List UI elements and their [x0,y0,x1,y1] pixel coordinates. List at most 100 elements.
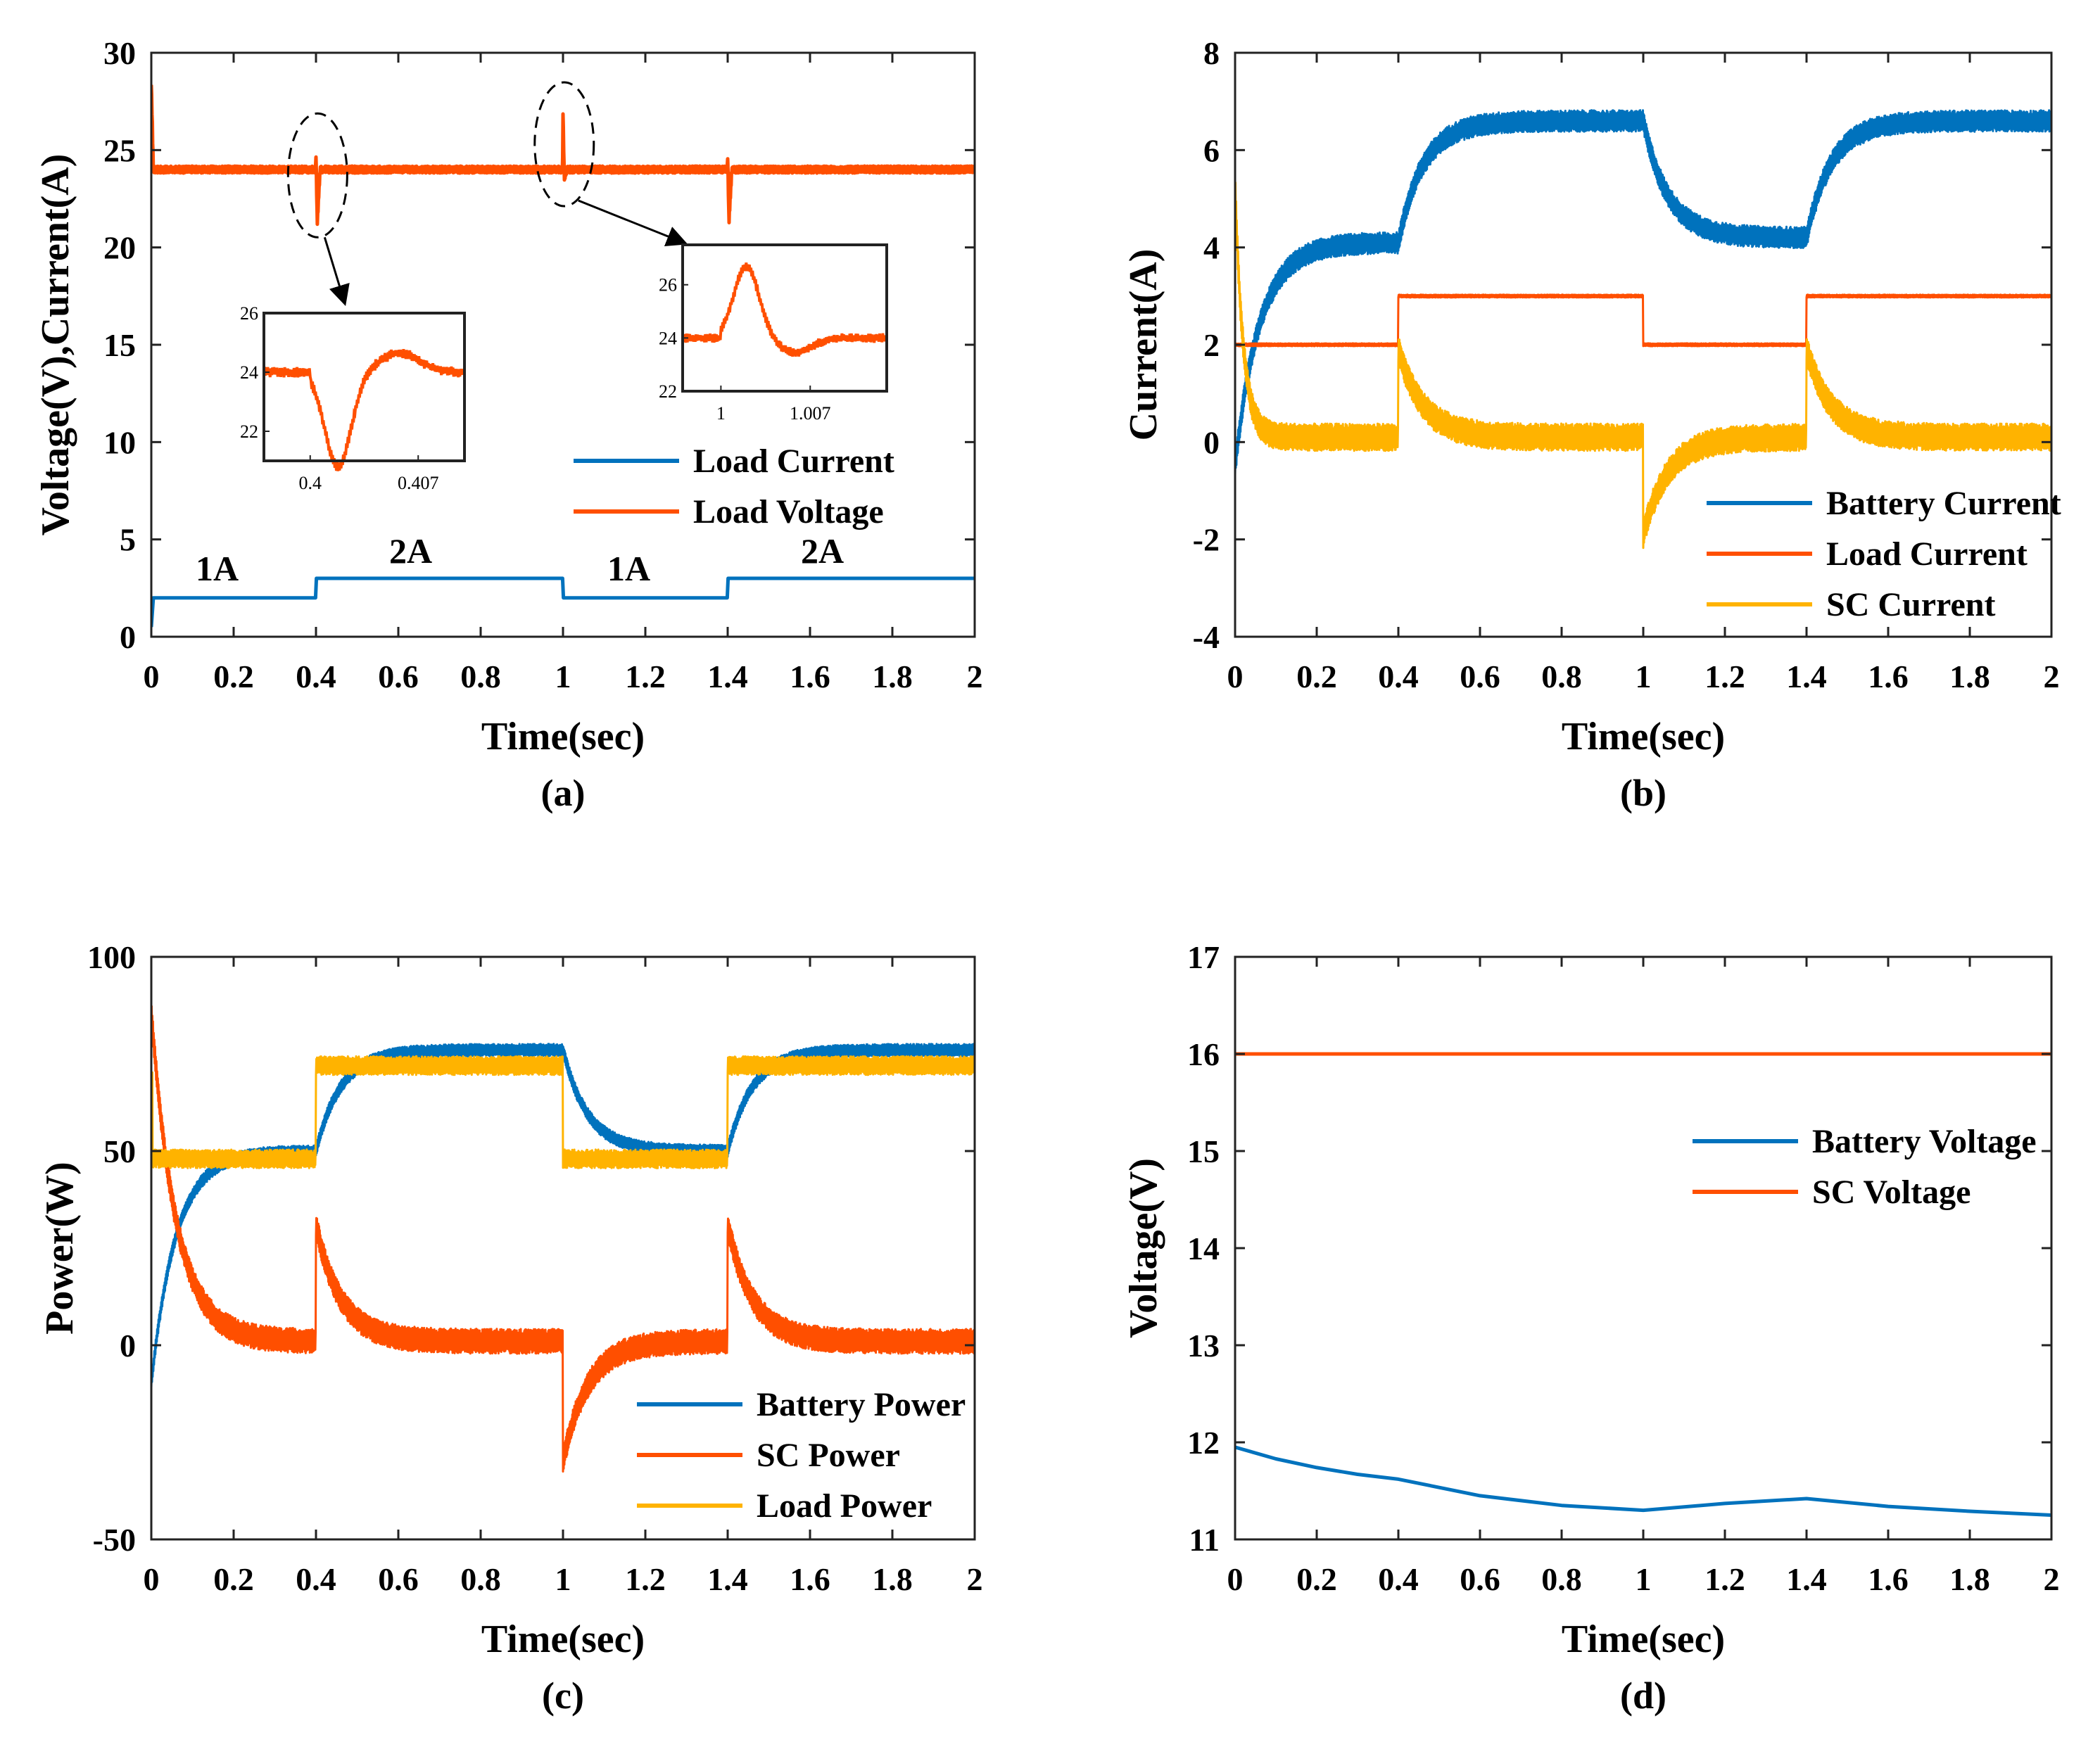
x-tick-label: 0.4 [296,1561,336,1597]
y-tick-label: 0 [120,619,136,655]
series-group [1235,109,2051,549]
zoom-arrow [323,236,350,307]
x-tick-label: 1 [1636,1561,1652,1597]
x-tick-label: 0.8 [460,659,501,694]
y-tick-label: -50 [93,1522,136,1558]
series-group [1235,1052,2051,1517]
y-axis-label: Voltage(V) [1122,1158,1165,1338]
series-line-battery-voltage [1235,1445,2051,1517]
legend-entry: SC Current [1826,586,1995,623]
x-tick-label: 0.2 [1296,659,1337,694]
panel-label: (c) [542,1674,584,1717]
x-tick-label: 0.6 [1460,659,1500,694]
x-tick-label: 1 [555,659,571,694]
x-axis-label: Time(sec) [1562,715,1725,758]
inset-y-tick-label: 24 [240,362,258,383]
x-tick-label: 1.6 [790,1561,830,1597]
x-tick-label: 0.4 [1378,659,1419,694]
y-tick-label: 17 [1187,939,1220,975]
zoom-arrow [578,199,688,247]
inset-x-tick-label: 1 [716,403,726,424]
y-tick-label: 6 [1203,132,1220,168]
current-step-annotation: 1A [607,549,650,588]
x-tick-label: 1.4 [707,1561,748,1597]
legend-entry: Load Power [757,1487,932,1525]
inset-x-tick-label: 0.407 [398,473,439,493]
inset-1: 0.4 0.407 22 24 26 [240,303,466,493]
y-tick-label: 50 [103,1133,136,1169]
legend-entry: Load Current [1826,535,2028,573]
x-tick-label: 0 [1227,659,1244,694]
x-tick-label: 1 [555,1561,571,1597]
panel-d: 0 0.2 0.4 0.6 0.8 1 1.2 1.4 1.6 1.8 2 11 12 13 14 15 16 1… [1122,939,2060,1717]
x-tick-label: 1.4 [1786,659,1827,694]
y-axis-label: Voltage(V),Current(A) [34,154,77,536]
x-tick-label: 1.8 [1949,659,1990,694]
x-tick-label: 0.2 [1296,1561,1337,1597]
plot-background [1235,957,2051,1539]
legend: Battery Power SC Power Load Power [637,1386,966,1525]
x-tick-label: 1 [1636,659,1652,694]
y-tick-label: 11 [1189,1522,1220,1558]
legend-entry: Battery Power [757,1386,966,1423]
series-line-sc-current [1235,181,2051,549]
inset-voltage-line [681,262,888,357]
y-tick-label: -4 [1193,619,1220,655]
inset-y-tick-label: 24 [659,328,677,348]
panel-label: (d) [1620,1674,1666,1717]
inset-2: 1 1.007 22 24 26 [659,243,888,424]
x-tick-label: 0.8 [1541,659,1582,694]
inset-box [262,312,466,462]
panel-b: 0 0.2 0.4 0.6 0.8 1 1.2 1.4 1.6 1.8 2 -4 -2 0 2 4 6 8 Time… [1122,35,2061,814]
inset-y-tick-label: 26 [659,275,677,295]
x-axis-label: Time(sec) [481,1618,645,1661]
x-tick-label: 0 [1227,1561,1244,1597]
x-axis-label: Time(sec) [1562,1618,1725,1661]
y-tick-label: 100 [87,939,136,975]
y-tick-label: -2 [1193,522,1220,558]
x-tick-label: 0.8 [1541,1561,1582,1597]
current-step-annotation: 2A [389,531,432,571]
panel-label: (a) [541,772,586,814]
x-tick-label: 0.4 [1378,1561,1419,1597]
y-tick-label: 16 [1187,1036,1220,1072]
x-tick-label: 0.2 [213,1561,254,1597]
inset-x-tick-label: 0.4 [299,473,322,493]
inset-y-tick-label: 22 [659,381,677,402]
legend: Load Current Load Voltage [574,443,894,530]
x-tick-label: 2 [967,1561,983,1597]
inset-y-tick-label: 22 [240,421,258,442]
current-step-annotation: 2A [801,531,844,571]
x-tick-label: 1.6 [1868,659,1909,694]
legend-entry: Battery Current [1826,485,2061,522]
y-tick-label: 5 [120,522,136,558]
inset-x-tick-label: 1.007 [790,403,831,424]
x-tick-label: 2 [967,659,983,694]
x-tick-label: 1.2 [625,1561,666,1597]
legend-entry: Load Voltage [693,493,884,530]
x-tick-label: 1.8 [1949,1561,1990,1597]
series-line-sc-power [151,1005,975,1473]
y-tick-label: 14 [1187,1231,1220,1266]
inset-background [264,313,464,461]
y-tick-label: 0 [1203,424,1220,460]
inset-box [681,243,888,393]
x-tick-label: 0.6 [378,659,419,694]
inset-background [683,245,887,391]
x-tick-label: 0.4 [296,659,336,694]
y-tick-label: 25 [103,132,136,168]
y-tick-label: 4 [1203,230,1220,266]
y-tick-label: 0 [120,1328,136,1364]
y-axis-label: Current(A) [1122,249,1165,441]
y-tick-label: 15 [1187,1133,1220,1169]
x-tick-label: 0 [144,659,160,694]
legend-entry: Battery Voltage [1812,1123,2037,1160]
series-line-load-current [1235,293,2051,348]
x-tick-label: 1.2 [1704,1561,1745,1597]
zoom-ellipse [286,112,348,239]
y-tick-label: 8 [1203,35,1220,71]
x-tick-label: 1.6 [790,659,830,694]
x-tick-label: 0.8 [460,1561,501,1597]
